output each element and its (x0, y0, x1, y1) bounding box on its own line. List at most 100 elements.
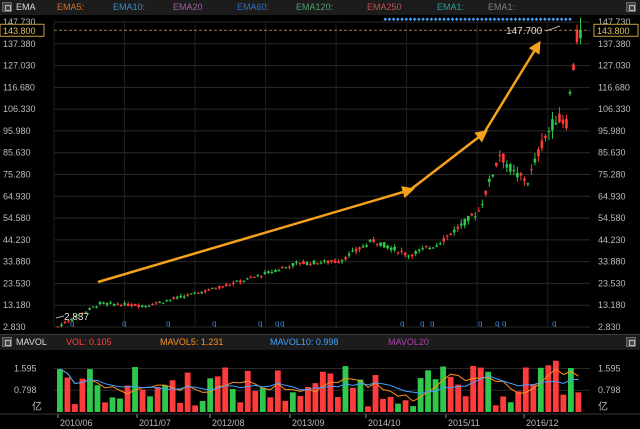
diamond-marker (412, 17, 417, 22)
volume-tick-right: 0.798 (598, 385, 621, 395)
diamond-marker (387, 17, 392, 22)
diamond-marker (522, 17, 526, 22)
volume-bar (522, 367, 529, 412)
candle-body (365, 245, 368, 247)
candle-body (449, 233, 453, 235)
candle-body (288, 266, 291, 268)
candle-body (77, 314, 81, 316)
volume-bar (289, 392, 296, 412)
diamond-marker (513, 17, 518, 22)
event-marker-q: q (552, 319, 556, 328)
panel-settings-icon[interactable] (2, 2, 12, 12)
candle-body (84, 311, 88, 313)
price-tick-left: 116.680 (3, 82, 35, 92)
volume-bar (515, 391, 522, 412)
candle-body (379, 242, 382, 246)
candle-body (112, 303, 116, 306)
current-price-right: 143.800 (597, 26, 630, 36)
current-price-left: 143.800 (3, 26, 36, 36)
candle-body (137, 305, 140, 307)
volume-bar (79, 378, 86, 412)
candle-body (505, 164, 509, 168)
candle-body (140, 305, 144, 307)
candle-body (81, 312, 84, 314)
price-tick-right: 147.730 (598, 17, 631, 27)
diamond-marker (408, 17, 413, 22)
candle-body (56, 326, 60, 328)
candle-body (375, 243, 379, 245)
candle-body (263, 272, 267, 274)
candle-body (119, 304, 123, 307)
candle-body (242, 280, 246, 282)
candle-body (189, 293, 193, 295)
time-label: 2016/12 (526, 418, 559, 428)
diamond-marker (404, 17, 409, 22)
current-price-tag-right (593, 23, 639, 37)
diamond-marker (530, 17, 535, 22)
low-price-label: 2.837 (64, 312, 89, 323)
volume-bar (282, 400, 289, 412)
volume-indicator-name[interactable]: MAVOL (16, 337, 47, 347)
price-tick-left: 2.830 (3, 322, 26, 332)
price-tick-right: 54.580 (598, 213, 626, 223)
volume-bar (350, 387, 356, 412)
volume-bar (440, 366, 447, 412)
volume-bar (154, 387, 161, 412)
volume-maximize-icon[interactable] (626, 337, 636, 347)
candle-body (133, 304, 137, 306)
legend-ema1-a: EMA1: (437, 2, 465, 12)
volume-bar (395, 403, 401, 412)
candle-body (544, 135, 547, 139)
candle-body (361, 246, 365, 248)
diamond-marker (400, 17, 404, 22)
volume-bar (229, 388, 236, 412)
candle-body (530, 169, 533, 171)
trend-arrow-1 (97, 186, 415, 284)
candle-body (403, 252, 407, 256)
candle-body (200, 291, 204, 294)
volume-bar (267, 397, 274, 412)
legend-mavol10: MAVOL10: 0.998 (270, 337, 339, 347)
diamond-marker (543, 17, 547, 22)
candle-body (540, 140, 544, 149)
candle-body (116, 303, 119, 305)
price-tick-right: 95.980 (598, 126, 626, 136)
diamond-marker (391, 17, 396, 22)
volume-bar (365, 406, 371, 412)
volume-tick-right: 1.595 (598, 364, 621, 374)
candle-body (428, 247, 432, 249)
candle-body (74, 315, 77, 318)
main-indicator-name[interactable]: EMA (16, 2, 36, 12)
volume-bar (575, 392, 582, 412)
candle-body (154, 302, 158, 304)
panel-maximize-icon[interactable] (626, 2, 636, 12)
diamond-marker (555, 17, 560, 22)
candle-body (302, 261, 305, 264)
event-marker-q: q (212, 319, 216, 328)
candle-body (67, 320, 70, 322)
volume-bar (387, 396, 394, 412)
volume-bar (372, 375, 379, 412)
high-price-pointer (545, 25, 561, 32)
candle-body (344, 257, 347, 260)
volume-settings-icon[interactable] (2, 337, 12, 347)
volume-bar (237, 402, 244, 412)
candle-body (498, 155, 502, 157)
volume-bar (94, 385, 101, 412)
legend-vol: VOL: 0.105 (66, 337, 112, 347)
candle-body (179, 295, 183, 298)
trend-arrow-3 (482, 40, 541, 134)
volume-bar (124, 385, 131, 412)
volume-bar (64, 377, 71, 412)
volume-bar (184, 372, 191, 412)
legend-ema250: EMA250 (367, 2, 402, 12)
candle-body (445, 235, 449, 237)
candle-body (575, 30, 579, 43)
diamond-marker (463, 17, 467, 22)
volume-bar (560, 394, 567, 412)
event-marker-q: q (478, 319, 482, 328)
high-price-label: 147.700 (506, 26, 543, 37)
volume-bar (132, 367, 138, 412)
volume-unit-left: 亿 (32, 400, 42, 413)
